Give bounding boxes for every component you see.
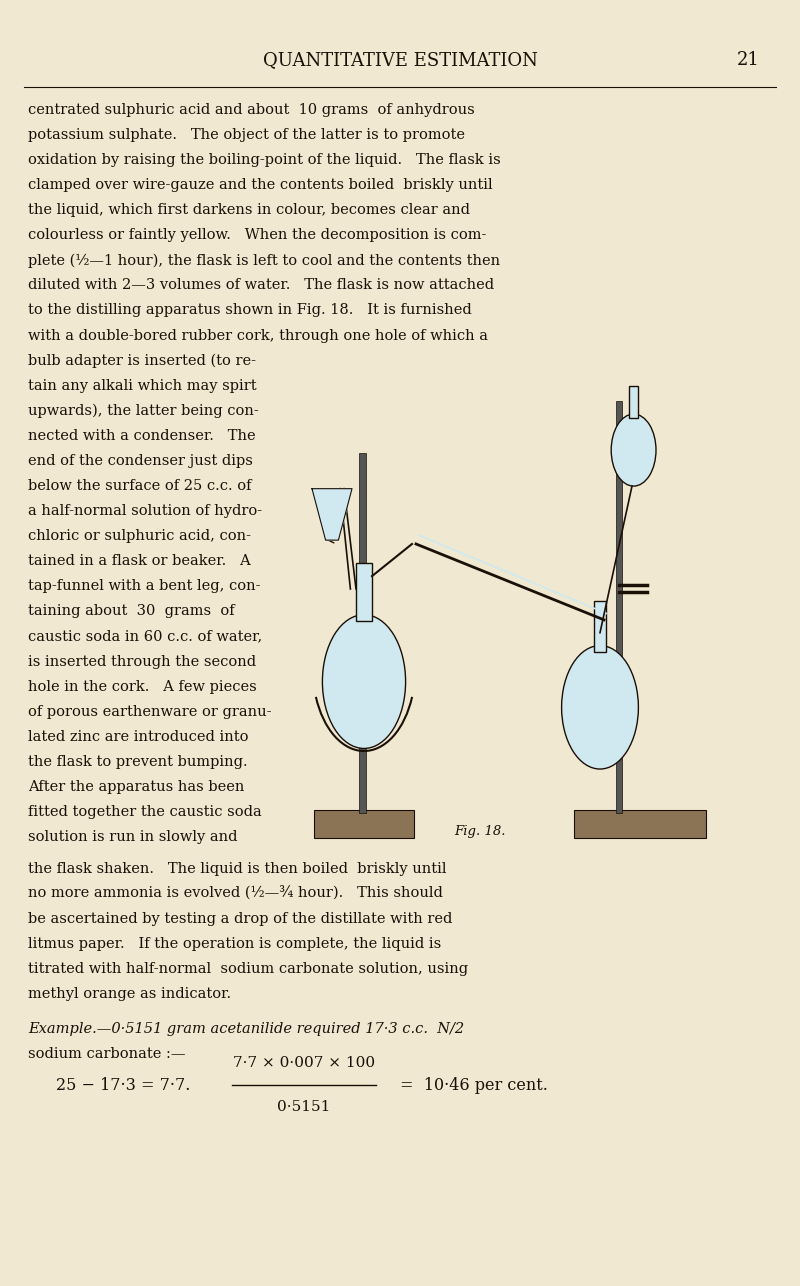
Text: colourless or faintly yellow.   When the decomposition is com-: colourless or faintly yellow. When the d…: [28, 229, 486, 242]
Text: QUANTITATIVE ESTIMATION: QUANTITATIVE ESTIMATION: [262, 51, 538, 69]
FancyBboxPatch shape: [594, 601, 606, 652]
FancyBboxPatch shape: [616, 401, 622, 813]
Text: tained in a flask or beaker.   A: tained in a flask or beaker. A: [28, 554, 250, 568]
Text: chloric or sulphuric acid, con-: chloric or sulphuric acid, con-: [28, 530, 251, 543]
Text: solution is run in slowly and: solution is run in slowly and: [28, 831, 238, 844]
Text: is inserted through the second: is inserted through the second: [28, 655, 256, 669]
Text: nected with a condenser.   The: nected with a condenser. The: [28, 430, 256, 442]
Text: Example.—0·5151 gram acetanilide required 17·3 c.c.  N/2: Example.—0·5151 gram acetanilide require…: [28, 1022, 464, 1037]
FancyBboxPatch shape: [314, 810, 414, 838]
Text: below the surface of 25 c.c. of: below the surface of 25 c.c. of: [28, 480, 251, 493]
Text: diluted with 2—3 volumes of water.   The flask is now attached: diluted with 2—3 volumes of water. The f…: [28, 279, 494, 292]
Text: the liquid, which first darkens in colour, becomes clear and: the liquid, which first darkens in colou…: [28, 203, 470, 217]
Text: 0·5151: 0·5151: [278, 1101, 330, 1115]
Text: no more ammonia is evolved (½—¾ hour).   This should: no more ammonia is evolved (½—¾ hour). T…: [28, 887, 443, 901]
Text: methyl orange as indicator.: methyl orange as indicator.: [28, 988, 231, 1001]
Text: to the distilling apparatus shown in Fig. 18.   It is furnished: to the distilling apparatus shown in Fig…: [28, 303, 472, 318]
Text: 21: 21: [737, 51, 760, 69]
FancyBboxPatch shape: [356, 563, 372, 621]
Text: After the apparatus has been: After the apparatus has been: [28, 781, 244, 793]
Text: end of the condenser just dips: end of the condenser just dips: [28, 454, 253, 468]
Text: centrated sulphuric acid and about  10 grams  of anhydrous: centrated sulphuric acid and about 10 gr…: [28, 103, 474, 117]
Text: the flask shaken.   The liquid is then boiled  briskly until: the flask shaken. The liquid is then boi…: [28, 862, 446, 876]
Text: fitted together the caustic soda: fitted together the caustic soda: [28, 805, 262, 819]
Text: potassium sulphate.   The object of the latter is to promote: potassium sulphate. The object of the la…: [28, 129, 465, 141]
Text: tap-funnel with a bent leg, con-: tap-funnel with a bent leg, con-: [28, 580, 261, 593]
FancyBboxPatch shape: [304, 341, 780, 868]
Text: =  10·46 per cent.: = 10·46 per cent.: [400, 1076, 548, 1093]
Polygon shape: [312, 489, 352, 540]
Text: 7·7 × 0·007 × 100: 7·7 × 0·007 × 100: [233, 1056, 375, 1070]
Text: 25 − 17·3 = 7·7.: 25 − 17·3 = 7·7.: [56, 1076, 190, 1093]
FancyBboxPatch shape: [359, 453, 366, 813]
Text: upwards), the latter being con-: upwards), the latter being con-: [28, 404, 258, 418]
Text: the flask to prevent bumping.: the flask to prevent bumping.: [28, 755, 248, 769]
Text: caustic soda in 60 c.c. of water,: caustic soda in 60 c.c. of water,: [28, 630, 262, 643]
FancyBboxPatch shape: [574, 810, 706, 838]
Text: of porous earthenware or granu-: of porous earthenware or granu-: [28, 705, 271, 719]
Text: be ascertained by testing a drop of the distillate with red: be ascertained by testing a drop of the …: [28, 912, 452, 926]
Text: bulb adapter is inserted (to re-: bulb adapter is inserted (to re-: [28, 354, 256, 368]
Text: hole in the cork.   A few pieces: hole in the cork. A few pieces: [28, 680, 257, 693]
Text: plete (½—1 hour), the flask is left to cool and the contents then: plete (½—1 hour), the flask is left to c…: [28, 253, 500, 267]
Text: oxidation by raising the boiling-point of the liquid.   The flask is: oxidation by raising the boiling-point o…: [28, 153, 501, 167]
Text: titrated with half-normal  sodium carbonate solution, using: titrated with half-normal sodium carbona…: [28, 962, 468, 976]
Text: Fig. 18.: Fig. 18.: [454, 826, 506, 838]
Text: a half-normal solution of hydro-: a half-normal solution of hydro-: [28, 504, 262, 518]
Text: lated zinc are introduced into: lated zinc are introduced into: [28, 730, 249, 743]
Text: with a double-bored rubber cork, through one hole of which a: with a double-bored rubber cork, through…: [28, 329, 488, 342]
Text: taining about  30  grams  of: taining about 30 grams of: [28, 604, 234, 619]
Text: tain any alkali which may spirt: tain any alkali which may spirt: [28, 379, 257, 392]
Circle shape: [322, 615, 406, 748]
Text: sodium carbonate :—: sodium carbonate :—: [28, 1048, 186, 1061]
Text: litmus paper.   If the operation is complete, the liquid is: litmus paper. If the operation is comple…: [28, 937, 442, 950]
Circle shape: [611, 414, 656, 486]
Text: clamped over wire-gauze and the contents boiled  briskly until: clamped over wire-gauze and the contents…: [28, 179, 493, 192]
FancyBboxPatch shape: [629, 386, 638, 418]
Circle shape: [562, 646, 638, 769]
